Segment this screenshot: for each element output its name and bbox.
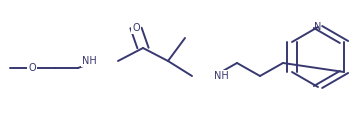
Text: O: O xyxy=(28,63,36,73)
Text: O: O xyxy=(132,23,140,33)
Text: NH: NH xyxy=(82,56,97,66)
Text: O: O xyxy=(132,23,140,33)
Text: NH: NH xyxy=(214,71,229,81)
Text: NH: NH xyxy=(214,71,229,81)
Text: N: N xyxy=(314,22,322,32)
Text: NH: NH xyxy=(82,56,97,66)
Text: O: O xyxy=(28,63,36,73)
